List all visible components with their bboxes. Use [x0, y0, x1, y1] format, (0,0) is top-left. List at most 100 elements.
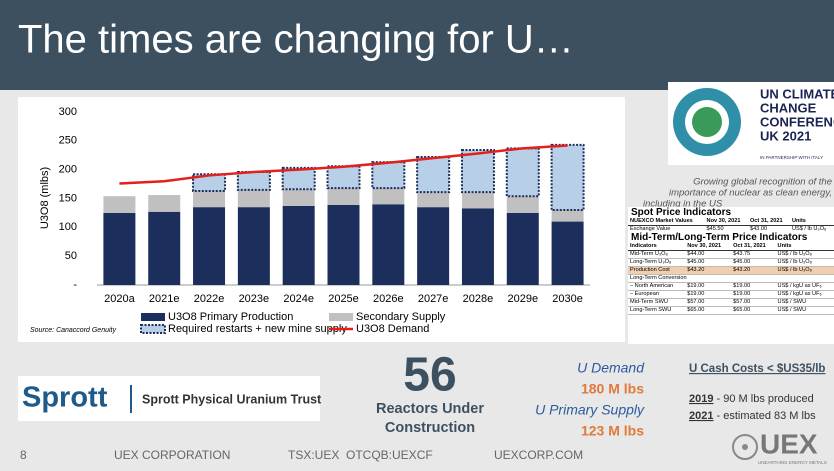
bar-segment: [505, 147, 540, 198]
table-cell: US$ / kgU as UF₆: [775, 282, 834, 291]
legend-swatch: [329, 313, 353, 321]
table-cell: Mid-Term U₃O₈: [628, 250, 686, 259]
table-row: – European $19.00 $19.00 US$ / kgU as UF₆: [628, 290, 834, 299]
bar-segment: [326, 165, 361, 190]
legend-swatch: [141, 313, 165, 321]
caption: including in the US: [643, 199, 723, 210]
table-cell: $65.00: [685, 306, 732, 315]
y-axis-label: U3O8 (mlbs): [39, 167, 51, 229]
bar-segment: [372, 188, 405, 205]
primary-label: U Primary Supply: [535, 402, 645, 418]
header-band: [0, 0, 834, 90]
costs-year: 2019: [689, 393, 713, 405]
y-tick-label: -: [73, 279, 77, 291]
bar-segment: [193, 191, 226, 208]
table-cell: $57.00: [731, 298, 776, 307]
uex-tagline: UNEARTHING ENERGY METALS: [758, 460, 827, 465]
costs-title: U Cash Costs < $US35/lb: [689, 363, 825, 375]
table-cell: $57.00: [685, 298, 732, 307]
header-cell: NUEXCO Market Values: [628, 218, 705, 226]
y-tick-label: 150: [59, 192, 77, 204]
uex-atom-core: [742, 444, 748, 450]
bar-segment: [460, 149, 495, 194]
header-cell: Oct 31, 2021: [747, 218, 790, 226]
table-cell: Mid-Term SWU: [628, 298, 686, 307]
table-row: Long-Term Conversion: [628, 274, 834, 283]
table-cell: Production Cost: [628, 266, 686, 275]
table-cell: $45.50: [704, 225, 748, 232]
reactor-count: 56: [403, 349, 456, 402]
table-row: Long-Term SWU $65.00 $65.00 US$ / SWU: [628, 306, 834, 315]
bar-segment: [372, 204, 405, 285]
table-cell: Long-Term Conversion: [628, 274, 834, 283]
table-cell: – North American: [628, 282, 686, 291]
header-cell: Units: [775, 243, 834, 251]
bar-segment: [237, 207, 270, 285]
table-row: Long-Term U₃O₈ $45.00 $45.00 US$ / lb U₃O₈: [628, 258, 834, 267]
costs-line: 2019 - 90 M lbs produced: [689, 393, 814, 405]
x-tick-label: 2023e: [239, 293, 270, 305]
y-tick-label: 100: [59, 221, 77, 233]
table: Indicators Nov 30, 2021 Oct 31, 2021 Units M…: [628, 243, 834, 315]
bar-segment: [551, 210, 584, 222]
table-cell: US$ / SWU: [775, 298, 834, 307]
table-cell: US$ / kgU as UF₆: [775, 290, 834, 299]
source: Source: Canaccord Genuity: [30, 327, 116, 334]
bar-segment: [327, 188, 360, 205]
caption: Growing global recognition of the: [693, 177, 832, 188]
x-tick-label: 2021e: [149, 293, 180, 305]
bar-segment: [193, 207, 226, 285]
bar-segment: [103, 196, 136, 213]
cop-text: UN CLIMATE: [760, 86, 834, 101]
table-cell: $43.20: [731, 266, 776, 275]
bar-segment: [148, 195, 181, 212]
reactor-label: Construction: [385, 420, 475, 436]
table-cell: $43.75: [731, 250, 776, 259]
legend-label: Secondary Supply: [356, 311, 446, 323]
costs-line: 2021 - estimated 83 M lbs: [689, 410, 816, 422]
table-cell: $19.00: [685, 282, 732, 291]
bar-segment: [281, 166, 316, 191]
costs-year: 2021: [689, 410, 713, 422]
x-tick-label: 2030e: [552, 293, 583, 305]
demand-line: [119, 144, 568, 185]
table-cell: $45.00: [685, 258, 732, 267]
cop-text: UK 2021: [760, 128, 811, 143]
x-tick-label: 2020a: [104, 293, 135, 305]
x-tick-label: 2028e: [463, 293, 494, 305]
bar-segment: [461, 208, 494, 285]
table-cell: $45.00: [731, 258, 776, 267]
table-cell: US$ / lb U₃O₈: [775, 266, 834, 275]
header-cell: Units: [789, 218, 834, 226]
cop-text: CHANGE: [760, 100, 817, 115]
primary-value: 123 M lbs: [581, 423, 644, 439]
bar-segment: [417, 192, 450, 208]
uex-atom: [732, 434, 758, 460]
bar-segment: [371, 161, 406, 190]
table-cell: US$ / lb U₃O₈: [775, 250, 834, 259]
legend-label: U3O8 Demand: [356, 323, 429, 335]
x-tick-label: 2025e: [328, 293, 359, 305]
costs-text: - estimated 83 M lbs: [713, 410, 816, 422]
table-title: Mid-Term/Long-Term Price Indicators: [631, 232, 808, 243]
caption: importance of nuclear as clean energy,: [669, 188, 832, 199]
page-number: 8: [20, 448, 27, 462]
footer-tickers: TSX:UEX OTCQB:UEXCF: [288, 448, 433, 462]
chart: - 50 100 150 200 250 300 2020a 2021e 2022e 2023e 20…: [59, 106, 590, 335]
table-cell: $19.00: [685, 290, 732, 299]
header-cell: Nov 30, 2021: [704, 218, 748, 226]
cop-text: CONFERENCE: [760, 114, 834, 129]
table-cell: US$ / SWU: [775, 306, 834, 315]
costs-text: - 90 M lbs produced: [713, 393, 813, 405]
y-tick-label: 200: [59, 164, 77, 176]
x-tick-label: 2029e: [507, 293, 538, 305]
table-title: Spot Price Indicators: [631, 207, 732, 218]
table-row: Mid-Term U₃O₈ $44.00 $43.75 US$ / lb U₃O₈: [628, 250, 834, 259]
legend-swatch: [140, 324, 166, 334]
sprott-name: Sprott Physical Uranium Trust: [142, 392, 322, 406]
bar-segment: [461, 192, 494, 209]
bar-segment: [282, 205, 315, 285]
footer-site: UEXCORP.COM: [494, 448, 583, 462]
